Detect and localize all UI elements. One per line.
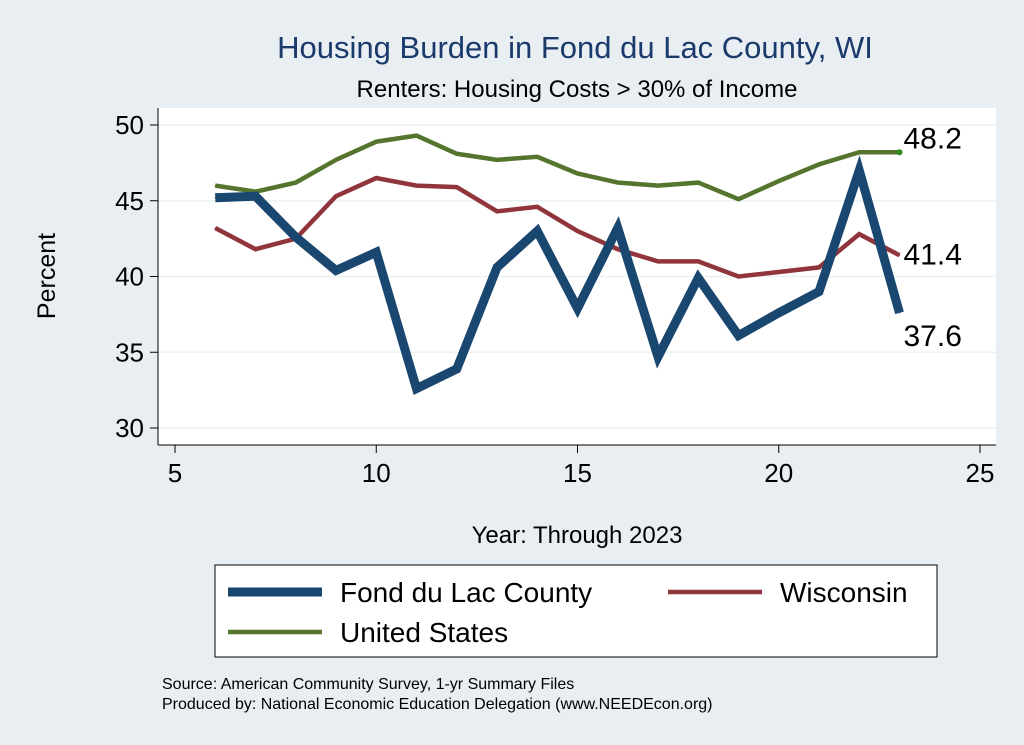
y-tick-label-30: 30	[115, 413, 144, 443]
legend-box	[214, 564, 938, 658]
chart-subtitle: Renters: Housing Costs > 30% of Income	[357, 76, 798, 103]
data-point-wi-19	[737, 275, 740, 278]
end-label-wi: 41.4	[904, 238, 962, 271]
y-axis-label: Percent	[33, 233, 61, 319]
producer-note: Produced by: National Economic Education…	[162, 696, 713, 713]
legend-label-us: United States	[340, 617, 508, 648]
y-axis-ticks: 30 35 40 45 50	[115, 110, 158, 443]
data-point-fdl-22	[858, 169, 860, 172]
data-point-fdl-18	[697, 277, 699, 279]
data-point-us-9	[335, 159, 337, 161]
data-point-fdl-7	[254, 195, 257, 197]
data-point-us-6	[214, 185, 216, 187]
legend-label-wi: Wisconsin	[780, 577, 908, 608]
series-lines	[214, 133, 904, 395]
data-point-us-12	[456, 153, 458, 155]
data-point-fdl-21	[818, 291, 820, 293]
x-tick-label-10: 10	[362, 458, 391, 488]
x-axis-ticks: 5 10 15 20 25	[168, 445, 995, 488]
end-labels: 48.2 41.4 37.6	[904, 122, 962, 353]
data-point-us-17	[657, 185, 659, 187]
data-point-fdl-10	[375, 251, 377, 253]
data-point-us-16	[617, 181, 619, 184]
legend-label-fdl: Fond du Lac County	[340, 577, 592, 608]
data-point-wi-23	[898, 254, 901, 256]
y-tick-label-35: 35	[115, 337, 144, 367]
data-point-wi-12	[456, 186, 458, 188]
y-tick-label-40: 40	[115, 262, 144, 292]
end-label-fdl: 37.6	[904, 320, 962, 353]
gridlines	[158, 124, 996, 429]
end-marker-us	[896, 149, 903, 156]
data-point-wi-13	[496, 210, 498, 212]
data-point-us-11	[415, 135, 418, 137]
data-point-wi-7	[254, 248, 257, 250]
data-point-wi-18	[697, 260, 699, 262]
data-point-wi-9	[335, 195, 337, 197]
data-point-us-8	[295, 181, 297, 184]
x-axis-label: Year: Through 2023	[472, 522, 683, 549]
source-note: Source: American Community Survey, 1-yr …	[162, 676, 574, 693]
end-label-us: 48.2	[904, 122, 962, 155]
data-point-us-19	[737, 198, 740, 200]
series-line-fdl	[215, 155, 904, 395]
data-point-fdl-8	[295, 236, 297, 238]
data-point-fdl-14	[536, 230, 538, 232]
x-tick-label-20: 20	[764, 458, 793, 488]
series-line-wi	[214, 175, 901, 279]
data-point-wi-21	[818, 266, 820, 269]
data-point-wi-16	[617, 248, 619, 250]
y-tick-label-45: 45	[115, 186, 144, 216]
data-point-us-10	[375, 141, 377, 143]
data-point-wi-15	[576, 230, 579, 232]
data-point-fdl-16	[617, 227, 619, 229]
data-point-us-14	[536, 156, 538, 158]
x-tick-label-25: 25	[966, 458, 995, 488]
data-point-fdl-9	[335, 269, 337, 272]
data-point-wi-11	[415, 185, 418, 187]
data-point-us-18	[697, 181, 699, 184]
data-point-fdl-6	[214, 197, 216, 199]
data-point-us-13	[496, 159, 498, 161]
chart-title: Housing Burden in Fond du Lac County, WI	[277, 30, 873, 65]
data-point-fdl-19	[737, 334, 740, 337]
legend: Fond du Lac County Wisconsin United States	[228, 577, 908, 648]
data-point-us-20	[778, 180, 780, 182]
data-point-wi-20	[778, 271, 780, 273]
data-point-fdl-17	[657, 356, 659, 358]
data-point-fdl-11	[415, 388, 418, 390]
data-point-us-22	[858, 151, 860, 153]
data-point-fdl-13	[496, 266, 498, 269]
data-point-fdl-12	[456, 368, 458, 370]
data-point-wi-17	[657, 260, 659, 262]
x-tick-label-5: 5	[168, 458, 182, 488]
data-point-us-15	[576, 172, 579, 175]
data-point-wi-22	[858, 233, 860, 235]
data-point-us-21	[818, 163, 820, 165]
y-tick-label-50: 50	[115, 110, 144, 140]
series-line-us	[214, 133, 900, 202]
data-point-fdl-20	[778, 312, 780, 314]
data-point-wi-10	[375, 177, 377, 179]
data-point-wi-6	[214, 227, 216, 229]
x-tick-label-15: 15	[563, 458, 592, 488]
data-point-wi-14	[536, 206, 538, 208]
data-point-fdl-23	[898, 312, 901, 314]
data-point-fdl-15	[576, 307, 579, 309]
